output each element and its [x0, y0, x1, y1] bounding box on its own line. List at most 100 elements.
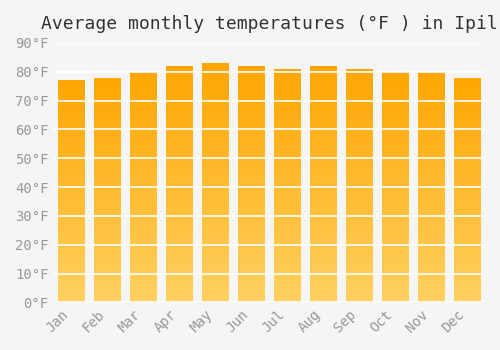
Bar [310, 223, 336, 226]
Bar [310, 196, 336, 199]
Bar [130, 98, 157, 100]
Bar [274, 180, 300, 183]
Bar [94, 187, 121, 190]
Bar [454, 117, 480, 120]
Bar [202, 63, 228, 66]
Bar [346, 265, 372, 267]
Bar [238, 90, 264, 92]
Bar [130, 262, 157, 265]
Bar [382, 118, 408, 121]
Bar [418, 199, 444, 202]
Bar [238, 255, 264, 258]
Bar [274, 124, 300, 127]
Bar [94, 300, 121, 302]
Bar [454, 280, 480, 283]
Bar [418, 75, 444, 77]
Bar [166, 246, 192, 249]
Bar [418, 193, 444, 196]
Bar [274, 116, 300, 119]
Bar [274, 168, 300, 171]
Bar [310, 158, 336, 161]
Bar [310, 128, 336, 131]
Bar [94, 94, 121, 97]
Bar [346, 250, 372, 253]
Bar [130, 300, 157, 302]
Bar [58, 294, 85, 297]
Bar [454, 207, 480, 210]
Bar [346, 127, 372, 130]
Bar [346, 72, 372, 75]
Bar [238, 282, 264, 285]
Bar [202, 108, 228, 111]
Bar [346, 206, 372, 209]
Bar [166, 116, 192, 119]
Bar [166, 208, 192, 211]
Bar [454, 210, 480, 212]
Bar [346, 159, 372, 162]
Bar [166, 300, 192, 302]
Bar [202, 261, 228, 264]
Bar [346, 148, 372, 150]
Bar [418, 106, 444, 109]
Bar [310, 75, 336, 78]
Bar [346, 191, 372, 194]
Bar [346, 78, 372, 80]
Bar [310, 163, 336, 167]
Bar [382, 161, 408, 164]
Bar [382, 228, 408, 230]
Bar [166, 158, 192, 161]
Bar [94, 165, 121, 168]
Bar [418, 276, 444, 279]
Bar [454, 114, 480, 117]
Bar [346, 247, 372, 250]
Bar [346, 294, 372, 297]
Bar [454, 232, 480, 235]
Bar [418, 83, 444, 86]
Bar [94, 184, 121, 187]
Bar [202, 294, 228, 296]
Bar [346, 297, 372, 300]
Bar [130, 124, 157, 127]
Bar [346, 194, 372, 197]
Bar [238, 158, 264, 161]
Bar [346, 244, 372, 247]
Bar [202, 84, 228, 87]
Bar [58, 144, 85, 147]
Bar [166, 187, 192, 190]
Bar [310, 264, 336, 267]
Bar [346, 142, 372, 145]
Bar [58, 216, 85, 219]
Bar [58, 236, 85, 239]
Bar [346, 180, 372, 183]
Bar [454, 134, 480, 136]
Bar [94, 272, 121, 274]
Bar [202, 162, 228, 165]
Bar [130, 279, 157, 282]
Bar [274, 142, 300, 145]
Bar [202, 279, 228, 281]
Bar [310, 240, 336, 243]
Bar [202, 78, 228, 81]
Bar [94, 114, 121, 117]
Bar [418, 253, 444, 256]
Bar [454, 136, 480, 139]
Bar [382, 253, 408, 256]
Bar [346, 183, 372, 186]
Bar [94, 128, 121, 131]
Bar [454, 297, 480, 300]
Bar [382, 279, 408, 282]
Bar [274, 232, 300, 235]
Bar [454, 187, 480, 190]
Bar [166, 217, 192, 220]
Bar [454, 263, 480, 266]
Bar [130, 216, 157, 219]
Bar [382, 176, 408, 178]
Bar [166, 288, 192, 290]
Bar [454, 204, 480, 207]
Bar [130, 86, 157, 89]
Bar [310, 290, 336, 294]
Bar [274, 133, 300, 136]
Bar [274, 238, 300, 241]
Bar [310, 161, 336, 163]
Bar [418, 239, 444, 242]
